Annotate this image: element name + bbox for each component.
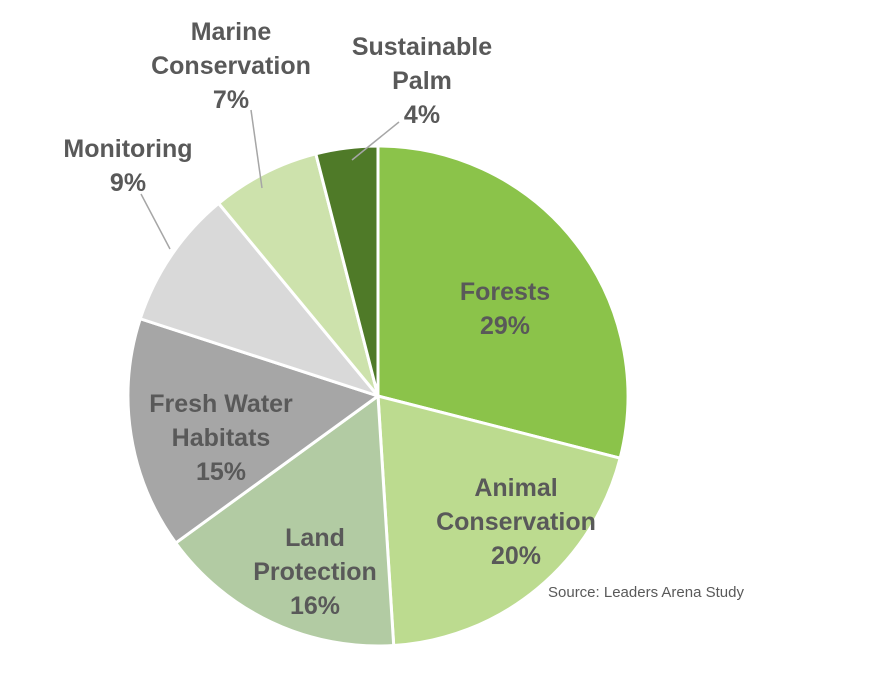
slice-label-text: Marine Conservation bbox=[151, 18, 311, 80]
slice-label-text: Sustainable Palm bbox=[351, 33, 493, 95]
leader-line-monitoring bbox=[140, 193, 171, 250]
pie-slice-animal-conservation bbox=[376, 394, 622, 648]
slice-label-forests: Forests 29% bbox=[415, 276, 595, 344]
pie-slices-group bbox=[126, 144, 630, 648]
slice-label-marine-conservation: Marine Conservation 7% bbox=[116, 16, 346, 117]
slice-label-fresh-water-habitats: Fresh Water Habitats 15% bbox=[126, 388, 316, 489]
leader-line-sustainable-palm bbox=[351, 121, 400, 161]
slice-label-sustainable-palm: Sustainable Palm 4% bbox=[337, 31, 507, 132]
pie-slice-marine-conservation bbox=[217, 152, 380, 398]
pie-slice-monitoring bbox=[138, 201, 380, 398]
slice-label-percent: 20% bbox=[490, 541, 542, 570]
slice-label-animal-conservation: Animal Conservation 20% bbox=[416, 472, 616, 573]
slice-label-monitoring: Monitoring 9% bbox=[43, 133, 213, 201]
pie-slice-land-protection bbox=[174, 394, 396, 648]
slice-label-percent: 15% bbox=[195, 457, 247, 486]
slice-label-land-protection: Land Protection 16% bbox=[235, 522, 395, 623]
pie-slice-fresh-water-habitats bbox=[126, 317, 380, 545]
source-attribution: Source: Leaders Arena Study bbox=[548, 584, 744, 601]
slice-label-percent: 4% bbox=[403, 100, 441, 129]
slice-label-percent: 16% bbox=[289, 591, 341, 620]
slice-label-text: Fresh Water Habitats bbox=[149, 390, 293, 452]
slice-label-percent: 9% bbox=[109, 168, 147, 197]
pie-slice-sustainable-palm bbox=[314, 144, 380, 398]
slice-label-text: Land Protection bbox=[253, 524, 377, 586]
slice-label-text: Monitoring bbox=[63, 135, 193, 163]
slice-label-percent: 29% bbox=[479, 311, 531, 340]
slice-label-text: Animal Conservation bbox=[436, 474, 596, 536]
leader-line-marine-conservation bbox=[250, 109, 263, 189]
pie-slice-forests bbox=[376, 144, 630, 460]
slice-label-percent: 7% bbox=[212, 85, 250, 114]
slice-label-text: Forests bbox=[459, 278, 551, 306]
